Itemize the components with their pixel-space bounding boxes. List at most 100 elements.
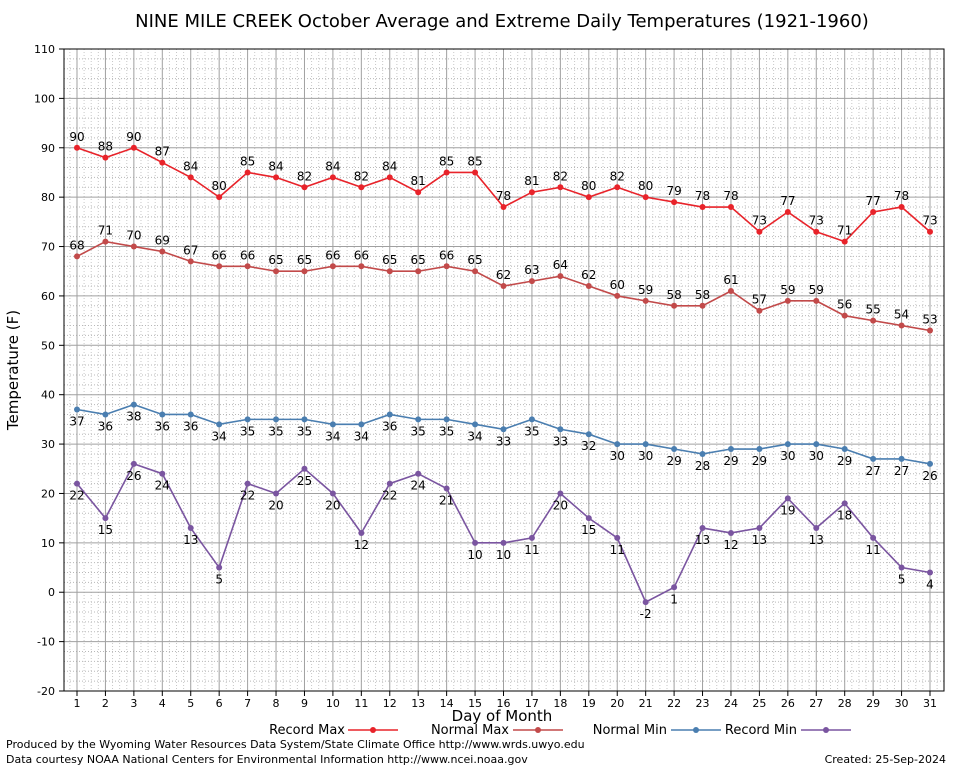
data-label-record-max: 84 — [325, 159, 340, 173]
data-point-record-max — [443, 169, 450, 176]
data-point-record-min — [614, 534, 621, 541]
data-point-record-min — [671, 584, 678, 591]
grid — [64, 48, 944, 692]
data-label-record-max: 84 — [382, 159, 397, 173]
legend-item-normal-min: Normal Min — [593, 723, 721, 738]
x-tick-label: 1 — [74, 697, 81, 710]
x-tick-label: 7 — [244, 697, 251, 710]
data-point-record-min — [244, 480, 251, 487]
x-tick-label: 28 — [838, 697, 852, 710]
legend-item-record-min: Record Min — [725, 723, 851, 738]
data-point-normal-min — [699, 450, 706, 457]
legend-label-record-max: Record Max — [269, 723, 345, 738]
data-label-normal-max: 70 — [126, 229, 141, 243]
data-point-normal-max — [699, 302, 706, 309]
data-label-record-max: 77 — [865, 194, 880, 208]
data-label-normal-min: 33 — [496, 434, 511, 448]
x-axis-label: Day of Month — [452, 707, 553, 725]
data-point-record-min — [102, 515, 109, 522]
data-label-normal-min: 28 — [695, 459, 710, 473]
data-point-record-max — [329, 174, 336, 181]
data-point-normal-max — [614, 292, 621, 299]
data-point-record-max — [841, 238, 848, 245]
y-tick-label: -20 — [37, 685, 55, 698]
data-point-record-max — [813, 228, 820, 235]
data-label-record-max: 85 — [439, 154, 454, 168]
data-point-record-min — [500, 539, 507, 546]
x-tick-label: 12 — [383, 697, 397, 710]
x-tick-label: 20 — [610, 697, 624, 710]
data-label-record-min: 22 — [69, 489, 84, 503]
data-point-normal-max — [528, 278, 535, 285]
data-point-normal-max — [784, 297, 791, 304]
data-label-record-max: 87 — [155, 145, 170, 159]
y-tick-label: 80 — [41, 191, 55, 204]
data-point-normal-min — [841, 446, 848, 453]
data-label-record-min: 22 — [240, 489, 255, 503]
data-label-record-max: 79 — [666, 184, 681, 198]
data-point-normal-min — [244, 416, 251, 423]
data-label-normal-min: 36 — [382, 419, 397, 433]
data-label-normal-min: 34 — [212, 429, 227, 443]
x-tick-label: 9 — [301, 697, 308, 710]
data-label-record-max: 85 — [240, 154, 255, 168]
data-point-normal-min — [386, 411, 393, 418]
footer-source: Data courtesy NOAA National Centers for … — [6, 753, 528, 766]
data-point-normal-min — [813, 441, 820, 448]
data-point-record-max — [273, 174, 280, 181]
data-label-normal-max: 53 — [922, 312, 937, 326]
data-point-normal-min — [870, 455, 877, 462]
x-tick-label: 23 — [696, 697, 710, 710]
data-point-record-max — [386, 174, 393, 181]
data-label-record-max: 85 — [467, 154, 482, 168]
data-label-normal-max: 54 — [894, 308, 909, 322]
data-point-record-min — [784, 495, 791, 502]
data-label-record-max: 77 — [780, 194, 795, 208]
data-point-record-max — [870, 208, 877, 215]
x-tick-label: 15 — [468, 697, 482, 710]
data-label-record-min: 11 — [524, 543, 539, 557]
data-label-normal-min: 27 — [894, 464, 909, 478]
data-label-normal-min: 34 — [354, 429, 369, 443]
y-tick-label: 10 — [41, 537, 55, 550]
data-point-normal-max — [756, 307, 763, 314]
x-tick-label: 26 — [781, 697, 795, 710]
data-label-record-min: 11 — [610, 543, 625, 557]
data-label-normal-min: 34 — [325, 429, 340, 443]
data-point-normal-min — [415, 416, 422, 423]
y-tick-label: 50 — [41, 339, 55, 352]
y-axis-label: Temperature (F) — [4, 310, 22, 431]
legend-label-normal-max: Normal Max — [431, 723, 509, 738]
data-label-record-min: 18 — [837, 508, 852, 522]
data-point-record-min — [329, 490, 336, 497]
data-point-normal-min — [727, 446, 734, 453]
data-point-record-min — [699, 525, 706, 532]
data-label-normal-max: 56 — [837, 298, 852, 312]
legend-label-record-min: Record Min — [725, 723, 797, 738]
x-tick-label: 10 — [326, 697, 340, 710]
data-point-normal-max — [813, 297, 820, 304]
data-point-record-min — [727, 529, 734, 536]
data-point-normal-max — [159, 248, 166, 255]
legend-marker-record-min — [823, 727, 829, 733]
data-point-normal-max — [727, 287, 734, 294]
chart-title: NINE MILE CREEK October Average and Extr… — [135, 11, 869, 32]
x-tick-label: 27 — [809, 697, 823, 710]
data-point-normal-max — [74, 253, 80, 260]
data-label-record-min: 12 — [354, 538, 369, 552]
data-label-normal-min: 30 — [780, 449, 795, 463]
data-point-record-min — [187, 525, 194, 532]
data-label-record-max: 82 — [553, 169, 568, 183]
data-point-record-max — [528, 189, 535, 196]
data-point-record-max — [557, 184, 564, 191]
data-point-normal-max — [187, 258, 194, 265]
y-tick-label: 110 — [34, 43, 55, 56]
data-point-normal-max — [927, 327, 933, 334]
x-tick-label: 4 — [159, 697, 166, 710]
data-point-record-max — [244, 169, 251, 176]
data-point-normal-max — [329, 263, 336, 270]
data-label-normal-max: 66 — [354, 248, 369, 262]
x-tick-label: 2 — [102, 697, 109, 710]
data-label-normal-min: 35 — [240, 424, 255, 438]
